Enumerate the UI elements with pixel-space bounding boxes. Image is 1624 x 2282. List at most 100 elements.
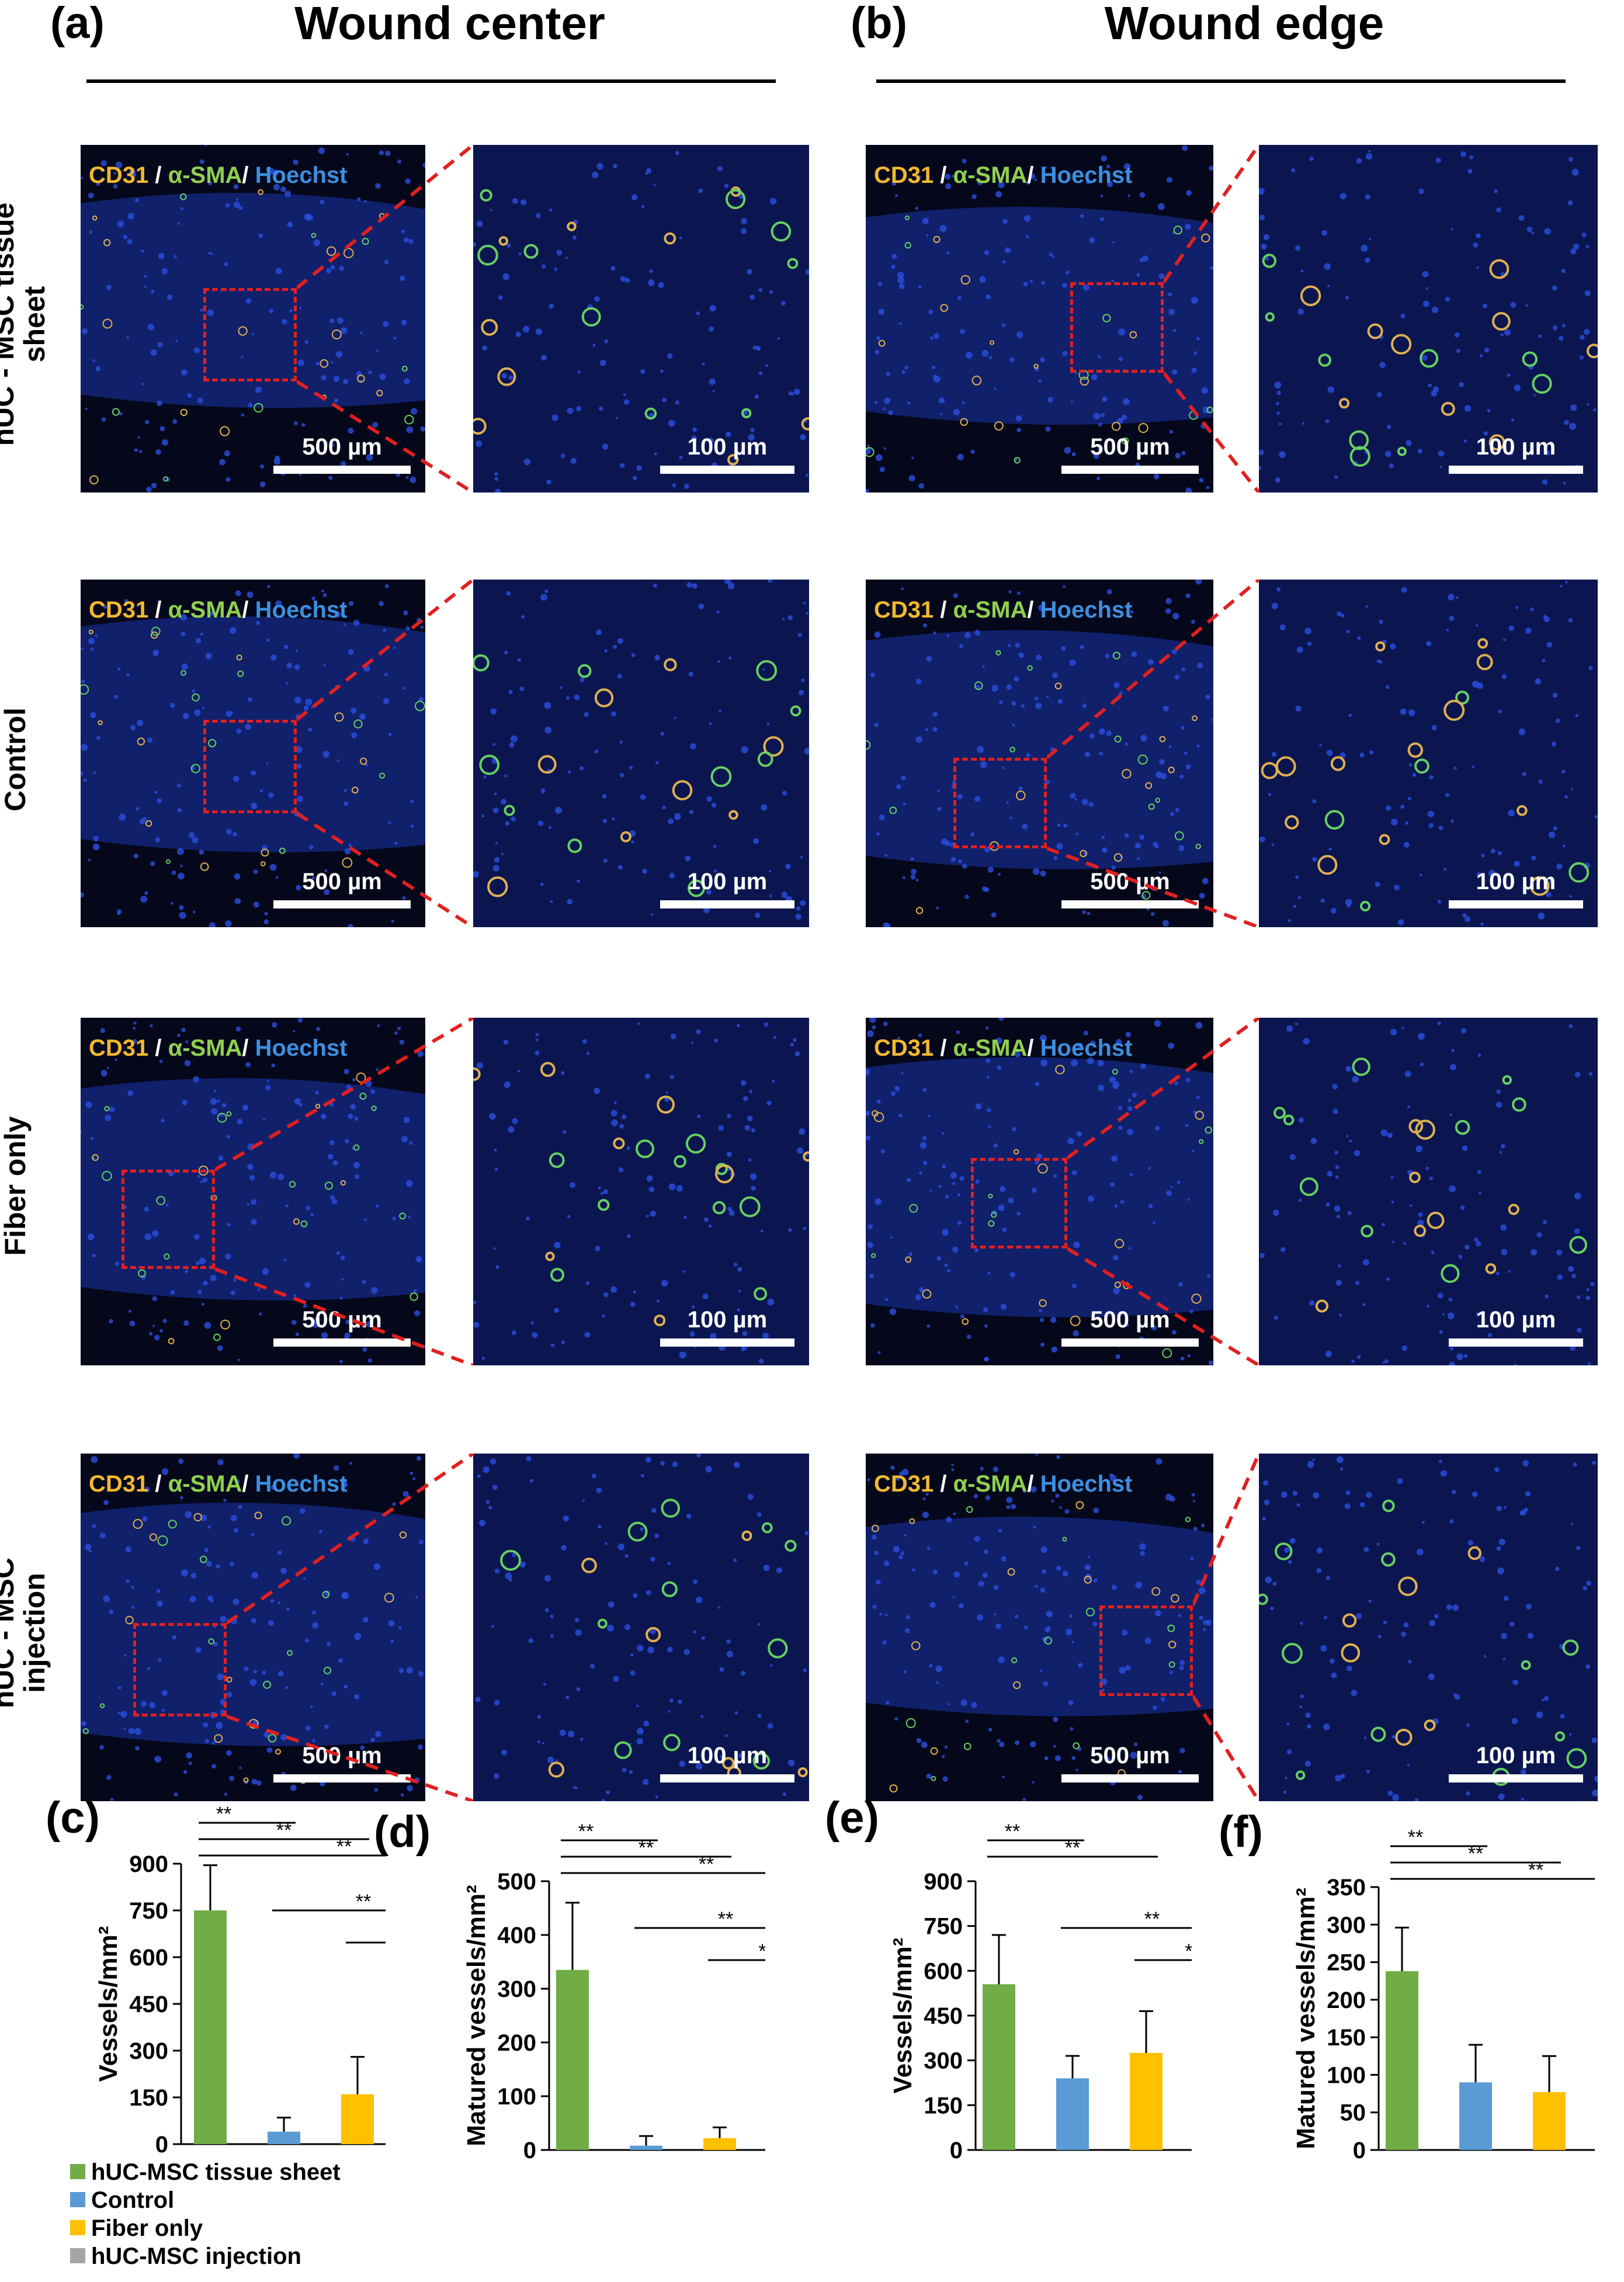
bar	[1533, 2092, 1566, 2150]
stain-legend: CD31 / α-SMA/ Hoechst	[89, 1035, 347, 1062]
bar	[1459, 2082, 1492, 2150]
zoom-connector-line	[1067, 1018, 1260, 1160]
row-label-fiber-only: Fiber only	[0, 1116, 32, 1256]
stain-separator: /	[1027, 597, 1040, 623]
y-tick-label: 500	[497, 1869, 536, 1895]
zoom-region-box	[203, 720, 297, 813]
stain-separator: /	[148, 1035, 168, 1061]
legend-label: hUC-MSC tissue sheet	[91, 2159, 341, 2185]
stain-hoechst: Hoechst	[255, 1035, 348, 1061]
scale-bar-label: 500 µm	[1090, 1743, 1170, 1768]
y-tick-label: 900	[129, 1851, 168, 1877]
significance-label: **	[1468, 1843, 1483, 1865]
y-tick-label: 50	[1340, 2100, 1366, 2126]
stain-separator: /	[934, 1035, 953, 1061]
scale-bar	[273, 1338, 411, 1347]
y-tick-label: 600	[129, 1945, 168, 1971]
stain-cd31: CD31	[874, 162, 934, 188]
y-axis-label: Vessels/mm²	[889, 1938, 917, 2094]
zoom-connector-line	[1164, 145, 1260, 283]
chart-f-matured-vessels-edge: 0 50 100 150 200 250 300 350 Matured vessels/mm²…	[1292, 1826, 1595, 2163]
y-tick-label: 200	[497, 2030, 536, 2056]
y-tick-label: 0	[950, 2138, 963, 2163]
bar	[194, 1910, 227, 2144]
y-tick-label: 300	[1327, 1912, 1366, 1938]
legend-swatch	[70, 2220, 85, 2235]
stain-legend: CD31 / α-SMA/ Hoechst	[89, 162, 347, 189]
scale-bar-label: 500 µm	[1090, 434, 1170, 460]
micrograph-texture	[866, 1018, 1213, 1365]
stain-cd31: CD31	[89, 1471, 149, 1497]
bar	[556, 1969, 589, 2150]
micrograph-texture	[1259, 1018, 1598, 1365]
zoom-connector-line	[297, 380, 474, 493]
micrograph-injection-edge-low: CD31 / α-SMA/ Hoechst 500 µm	[866, 1454, 1213, 1801]
zoom-connector-lines	[215, 1018, 474, 1365]
y-tick-label: 150	[924, 2093, 963, 2118]
panel-letter-c: (c)	[46, 1793, 100, 1843]
scale-bar-label: 100 µm	[1476, 1307, 1556, 1333]
micrograph-texture	[1259, 1454, 1598, 1801]
zoom-connector-line	[215, 1018, 474, 1171]
column-title-wound-edge: Wound edge	[1104, 0, 1384, 49]
stain-cd31: CD31	[874, 1035, 934, 1061]
stain-sma: α-SMA	[168, 1035, 242, 1061]
stain-cd31: CD31	[89, 1035, 149, 1061]
micrograph-injection-center-high: 100 µm	[473, 1454, 809, 1801]
scale-bar	[660, 1338, 794, 1347]
micrograph-texture	[81, 145, 425, 493]
zoom-connector-line	[297, 145, 474, 290]
stain-separator: /	[148, 597, 168, 623]
stain-cd31: CD31	[89, 162, 149, 188]
bar	[1056, 2078, 1089, 2150]
y-tick-label: 150	[129, 2085, 168, 2111]
scale-bar	[1449, 900, 1583, 908]
scale-bar	[660, 466, 794, 474]
scale-bar-label: 100 µm	[1476, 1743, 1556, 1768]
y-tick-label: 300	[924, 2048, 963, 2074]
y-tick-label: 150	[1327, 2025, 1366, 2051]
zoom-connector-lines	[1193, 1454, 1260, 1801]
stain-hoechst: Hoechst	[255, 1471, 348, 1497]
stain-hoechst: Hoechst	[255, 597, 348, 623]
zoom-connector-lines	[1164, 145, 1260, 493]
legend-item-fiber: Fiber only	[70, 2214, 341, 2242]
micrograph-tissue-sheet-edge-low: CD31 / α-SMA/ Hoechst 500 µm	[866, 145, 1213, 493]
micrograph-texture	[866, 1454, 1213, 1801]
stain-separator: /	[934, 597, 953, 623]
bar	[1130, 2052, 1163, 2150]
significance-label: *	[758, 1940, 765, 1962]
y-tick-label: 450	[129, 1992, 168, 2017]
significance-label: **	[356, 1891, 371, 1913]
zoom-region-box	[1099, 1605, 1193, 1696]
stain-sma: α-SMA	[953, 1471, 1028, 1497]
column-rule-center	[86, 79, 776, 83]
stain-hoechst: Hoechst	[1040, 1471, 1133, 1497]
zoom-connector-line	[1047, 580, 1260, 759]
scale-bar-label: 100 µm	[687, 1743, 768, 1768]
scale-bar-label: 100 µm	[1476, 869, 1556, 894]
zoom-connector-line	[1193, 1454, 1260, 1607]
zoom-region-box	[971, 1158, 1067, 1248]
y-tick-label: 400	[497, 1923, 536, 1948]
micrograph-texture	[81, 1454, 425, 1801]
scale-bar-label: 100 µm	[1476, 434, 1556, 460]
scale-bar-label: 500 µm	[302, 869, 382, 894]
zoom-connector-line	[1164, 372, 1260, 493]
micrograph-fiber-only-center-low: CD31 / α-SMA/ Hoechst 500 µm	[81, 1018, 425, 1365]
y-tick-label: 350	[1327, 1875, 1366, 1900]
stain-separator: /	[1027, 162, 1040, 188]
scale-bar	[1449, 1338, 1583, 1347]
y-tick-label: 600	[924, 1958, 963, 1984]
scale-bar	[660, 1774, 794, 1782]
stain-separator: /	[242, 1035, 255, 1061]
stain-cd31: CD31	[89, 597, 149, 623]
stain-separator: /	[1027, 1471, 1040, 1497]
micrograph-texture	[473, 1018, 809, 1365]
micrograph-texture	[1259, 145, 1598, 493]
stain-sma: α-SMA	[168, 1471, 242, 1497]
significance-label: **	[718, 1908, 733, 1930]
micrograph-fiber-only-center-high: 100 µm	[473, 1018, 809, 1365]
y-tick-label: 100	[497, 2084, 536, 2110]
stain-separator: /	[148, 1471, 168, 1497]
